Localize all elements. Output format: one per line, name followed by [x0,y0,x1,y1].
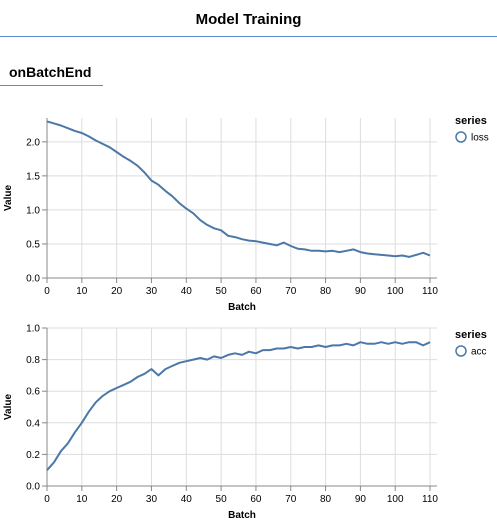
title-bar: Model Training [0,0,497,37]
loss-x-tick-label: 70 [285,286,297,297]
acc-y-tick-label: 0.2 [26,450,40,461]
acc-x-tick-label: 0 [44,494,50,505]
acc-legend-label: acc [471,347,487,358]
acc-x-tick-label: 70 [285,494,297,505]
acc-y-tick-label: 0.6 [26,387,40,398]
acc-y-tick-label: 1.0 [26,324,40,335]
loss-y-tick-label: 1.0 [26,205,40,216]
loss-x-tick-label: 30 [146,286,158,297]
loss-y-tick-label: 0.5 [26,239,40,250]
tab-onbatchend[interactable]: onBatchEnd [0,58,103,86]
acc-x-tick-label: 100 [387,494,404,505]
acc-x-axis-title: Batch [228,510,256,521]
loss-x-tick-label: 20 [111,286,123,297]
loss-legend-label: loss [471,133,489,144]
acc-y-tick-label: 0.8 [26,355,40,366]
loss-x-tick-label: 90 [355,286,367,297]
acc-x-tick-label: 50 [216,494,228,505]
loss-series-line [46,120,431,258]
loss-x-tick-label: 80 [320,286,332,297]
acc-x-tick-label: 110 [422,494,438,505]
loss-x-axis-title: Batch [228,302,256,313]
loss-x-tick-label: 60 [250,286,262,297]
acc-x-tick-label: 60 [250,494,262,505]
acc-y-tick-label: 0.4 [26,418,40,429]
acc-x-tick-label: 20 [111,494,123,505]
acc-x-tick-label: 90 [355,494,367,505]
loss-x-tick-label: 110 [422,286,438,297]
loss-x-tick-label: 10 [76,286,88,297]
loss-y-tick-label: 0.0 [26,274,40,285]
acc-series-line [46,341,431,471]
loss-x-tick-label: 40 [181,286,193,297]
tab-label: onBatchEnd [9,64,92,80]
acc-x-tick-label: 30 [146,494,158,505]
acc-x-tick-label: 40 [181,494,193,505]
acc-y-tick-label: 0.0 [26,482,40,493]
loss-y-tick-label: 2.0 [26,137,40,148]
loss-x-tick-label: 50 [216,286,228,297]
acc-legend-title: series [455,329,487,341]
loss-x-tick-label: 0 [44,286,50,297]
acc-legend-symbol [455,345,467,357]
page-title: Model Training [195,11,302,28]
loss-y-tick-label: 1.5 [26,171,40,182]
loss-x-tick-label: 100 [387,286,404,297]
loss-legend-title: series [455,115,487,127]
acc-x-tick-label: 10 [76,494,88,505]
acc-y-axis-title: Value [3,394,14,421]
loss-y-axis-title: Value [3,185,14,212]
acc-x-tick-label: 80 [320,494,332,505]
loss-legend-symbol [455,131,467,143]
